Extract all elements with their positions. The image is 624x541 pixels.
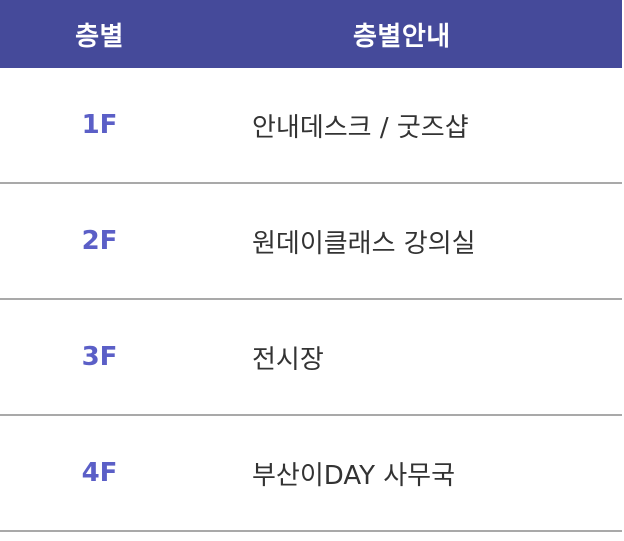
floor-description: 전시장 [199, 299, 622, 416]
header-row: 층별 층별안내 [0, 0, 622, 68]
floor-description: 원데이클래스 강의실 [199, 183, 622, 300]
table-body: 1F 안내데스크 / 굿즈샵 2F 원데이클래스 강의실 3F 전시장 4F 부… [0, 68, 622, 532]
table-row: 3F 전시장 [0, 299, 622, 416]
table-header: 층별 층별안내 [0, 0, 622, 68]
floor-label: 1F [0, 68, 199, 184]
guide-column-header: 층별안내 [199, 0, 622, 68]
floor-label: 2F [0, 183, 199, 300]
table-row: 1F 안내데스크 / 굿즈샵 [0, 68, 622, 184]
floor-label: 4F [0, 415, 199, 532]
floor-column-header: 층별 [0, 0, 199, 68]
floor-label: 3F [0, 299, 199, 416]
table-row: 2F 원데이클래스 강의실 [0, 183, 622, 300]
table-row: 4F 부산이DAY 사무국 [0, 415, 622, 532]
floor-description: 부산이DAY 사무국 [199, 415, 622, 532]
floor-description: 안내데스크 / 굿즈샵 [199, 68, 622, 184]
